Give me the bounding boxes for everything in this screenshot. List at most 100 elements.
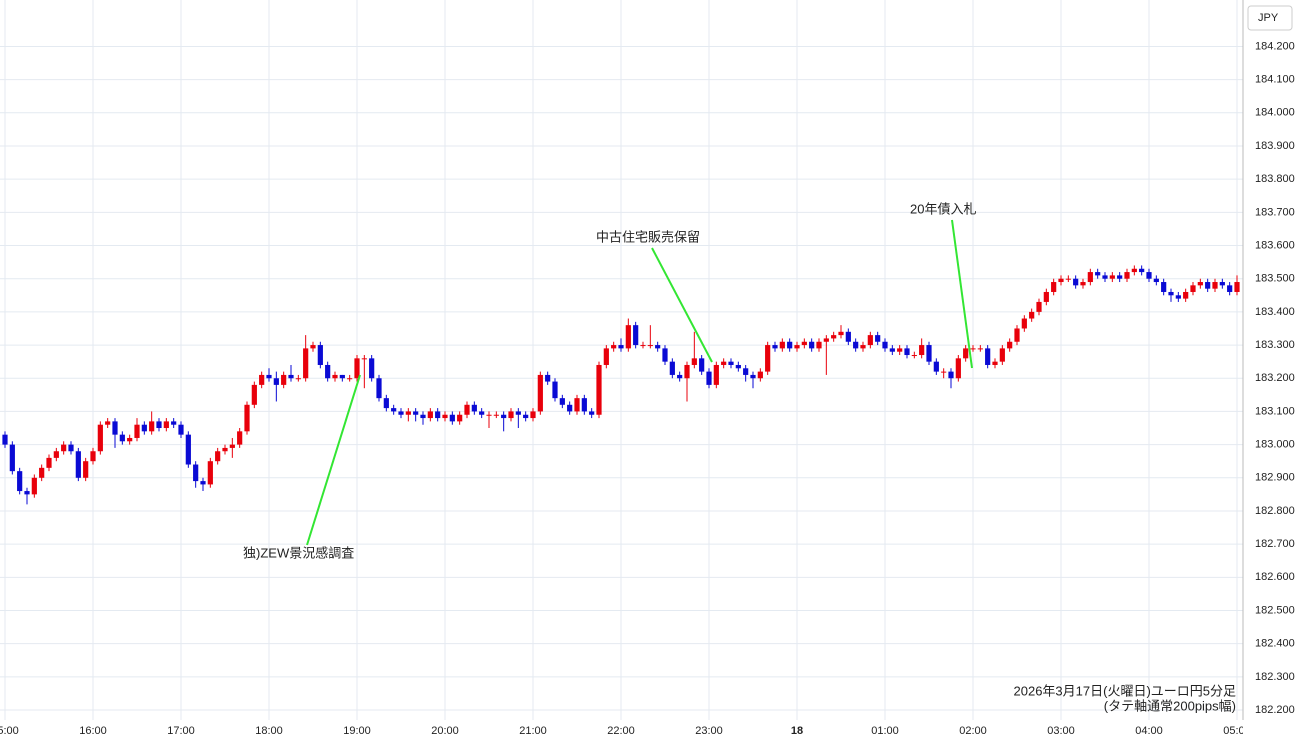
candle-body [596, 364, 602, 415]
candle-body [1219, 282, 1225, 286]
note: 2026年3月17日(火曜日)ユーロ円5分足 [1014, 683, 1237, 698]
candle-body [1080, 282, 1086, 286]
candle-body [251, 384, 257, 405]
candle-body [493, 414, 499, 416]
candle-body [295, 378, 301, 380]
candle-body [1007, 341, 1013, 349]
candle-body [779, 341, 785, 349]
currency-box [1247, 5, 1293, 31]
candle-body [420, 414, 426, 419]
candle-body [90, 451, 96, 462]
candle-body [860, 345, 866, 349]
candle-body [911, 355, 917, 357]
candle-body [1131, 268, 1137, 273]
candle-body [141, 424, 147, 432]
x-tick-label: 16:00 [79, 725, 107, 737]
candle-body [1087, 272, 1093, 283]
candle-body [39, 467, 45, 478]
candle-body [838, 331, 844, 336]
candle-body [992, 361, 998, 365]
y-tick-label: 183.800 [1255, 173, 1295, 185]
candle-body [523, 414, 529, 419]
candle-body [589, 411, 595, 415]
y-tick-label: 183.000 [1255, 439, 1295, 451]
candle-body [655, 345, 661, 349]
candle-body [75, 451, 81, 478]
y-tick-label: 182.400 [1255, 638, 1295, 650]
candle-body [640, 345, 646, 347]
candle-body [457, 414, 463, 422]
annotation: 独)ZEW景況感調査 [243, 545, 354, 560]
candle-body [574, 398, 580, 412]
candle-body [383, 398, 389, 409]
candle-body [237, 431, 243, 445]
candle-body [728, 361, 734, 365]
candle-body [464, 404, 470, 415]
candle-body [765, 345, 771, 372]
candle-body [435, 411, 441, 419]
candle-body [963, 348, 969, 359]
candle-body [207, 461, 213, 485]
x-tick-label: 04:00 [1135, 725, 1163, 737]
y-tick-label: 183.100 [1255, 405, 1295, 417]
note: (タテ軸通常200pips幅) [1104, 698, 1236, 713]
candle-body [149, 421, 155, 432]
candle-body [1190, 285, 1196, 292]
candle-body [53, 451, 59, 458]
candle-body [1161, 282, 1167, 292]
y-tick-label: 183.400 [1255, 306, 1295, 318]
x-tick-label: 15:00 [0, 725, 19, 737]
candle-body [369, 358, 375, 379]
candle-body [633, 325, 639, 346]
x-tick-label: 05:00 [1223, 725, 1251, 737]
axis-panel [1243, 0, 1300, 745]
candle-body [259, 374, 265, 385]
candle-body [941, 371, 947, 373]
candle-body [31, 477, 37, 495]
candle-body [816, 341, 822, 349]
annotation: 中古住宅販売保留 [596, 229, 700, 244]
candle-body [611, 345, 617, 349]
candle-body [750, 374, 756, 379]
candle-body [787, 341, 793, 349]
candle-body [288, 374, 294, 379]
candle-body [281, 374, 287, 385]
candle-body [618, 345, 624, 349]
candle-body [970, 348, 976, 350]
x-tick-label: 18:00 [255, 725, 283, 737]
y-tick-label: 182.200 [1255, 704, 1295, 716]
y-tick-label: 183.900 [1255, 140, 1295, 152]
candle-body [193, 464, 199, 482]
candle-body [757, 371, 763, 379]
candle-body [1124, 272, 1130, 279]
candle-body [721, 361, 727, 365]
candle-body [244, 404, 250, 432]
candle-body [603, 348, 609, 365]
candle-body [178, 424, 184, 435]
annotation-line [651, 247, 713, 363]
candle-body [1139, 268, 1145, 273]
x-tick-label: 22:00 [607, 725, 635, 737]
candle-body [215, 451, 221, 462]
candle-body [537, 374, 543, 412]
candle-body [171, 421, 177, 425]
candle-body [530, 411, 536, 419]
candle-body [449, 414, 455, 422]
candle-body [1102, 275, 1108, 279]
candle-body [398, 411, 404, 415]
candle-body [471, 404, 477, 412]
candle-body [794, 345, 800, 349]
candle-body [508, 411, 514, 419]
candle-body [229, 444, 235, 448]
x-tick-label: 21:00 [519, 725, 547, 737]
candle-body [1051, 282, 1057, 292]
candle-body [68, 444, 74, 452]
y-tick-label: 184.000 [1255, 107, 1295, 119]
y-tick-label: 183.300 [1255, 339, 1295, 351]
candle-body [391, 408, 397, 412]
candle-body [354, 358, 360, 379]
x-tick-label: 17:00 [167, 725, 195, 737]
candle-body [61, 444, 67, 452]
candle-body [1109, 275, 1115, 279]
candle-body [1065, 278, 1071, 280]
